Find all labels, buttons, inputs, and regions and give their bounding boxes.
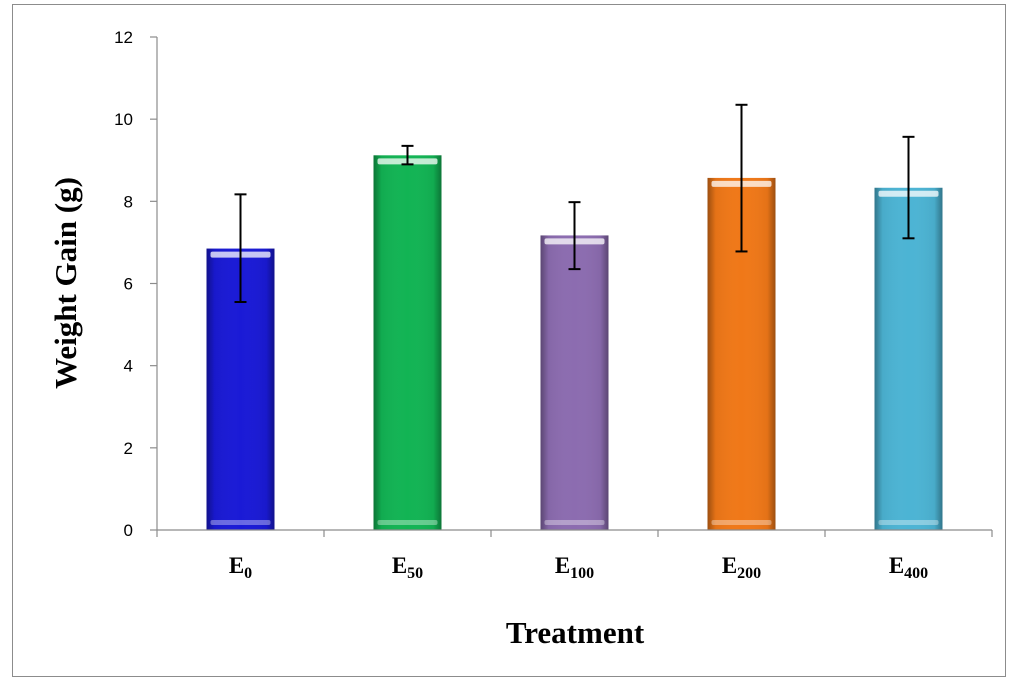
error-bar	[568, 201, 581, 271]
y-tick-label: 8	[124, 192, 133, 211]
error-bar	[401, 144, 414, 166]
y-tick-label: 10	[114, 110, 133, 129]
x-category-label: E0	[229, 553, 252, 582]
y-axis-title: Weight Gain (g)	[48, 177, 83, 389]
x-category-label: E200	[722, 553, 761, 582]
chart-frame	[12, 4, 1006, 677]
x-axis-title: Treatment	[506, 615, 645, 650]
bars-group	[206, 155, 943, 531]
bar	[373, 155, 442, 530]
x-category-label: E400	[889, 553, 928, 582]
x-category-label: E100	[555, 553, 594, 582]
x-category-label: E50	[392, 553, 423, 582]
error-bars-group	[234, 103, 915, 303]
y-tick-label: 6	[124, 275, 133, 294]
y-tick-label: 0	[124, 521, 133, 540]
bar	[874, 187, 943, 531]
y-tick-label: 4	[124, 357, 133, 376]
y-tick-label: 2	[124, 439, 133, 458]
error-bar	[735, 103, 748, 253]
error-bar	[234, 193, 247, 303]
x-axis-categories: E0 E50 E100 E200 E400	[229, 553, 928, 582]
error-bar	[902, 135, 915, 240]
bar	[540, 235, 609, 530]
y-tick-label: 12	[114, 28, 133, 47]
y-axis-ticks: 0 2 4 6 8 10 12	[114, 28, 993, 540]
